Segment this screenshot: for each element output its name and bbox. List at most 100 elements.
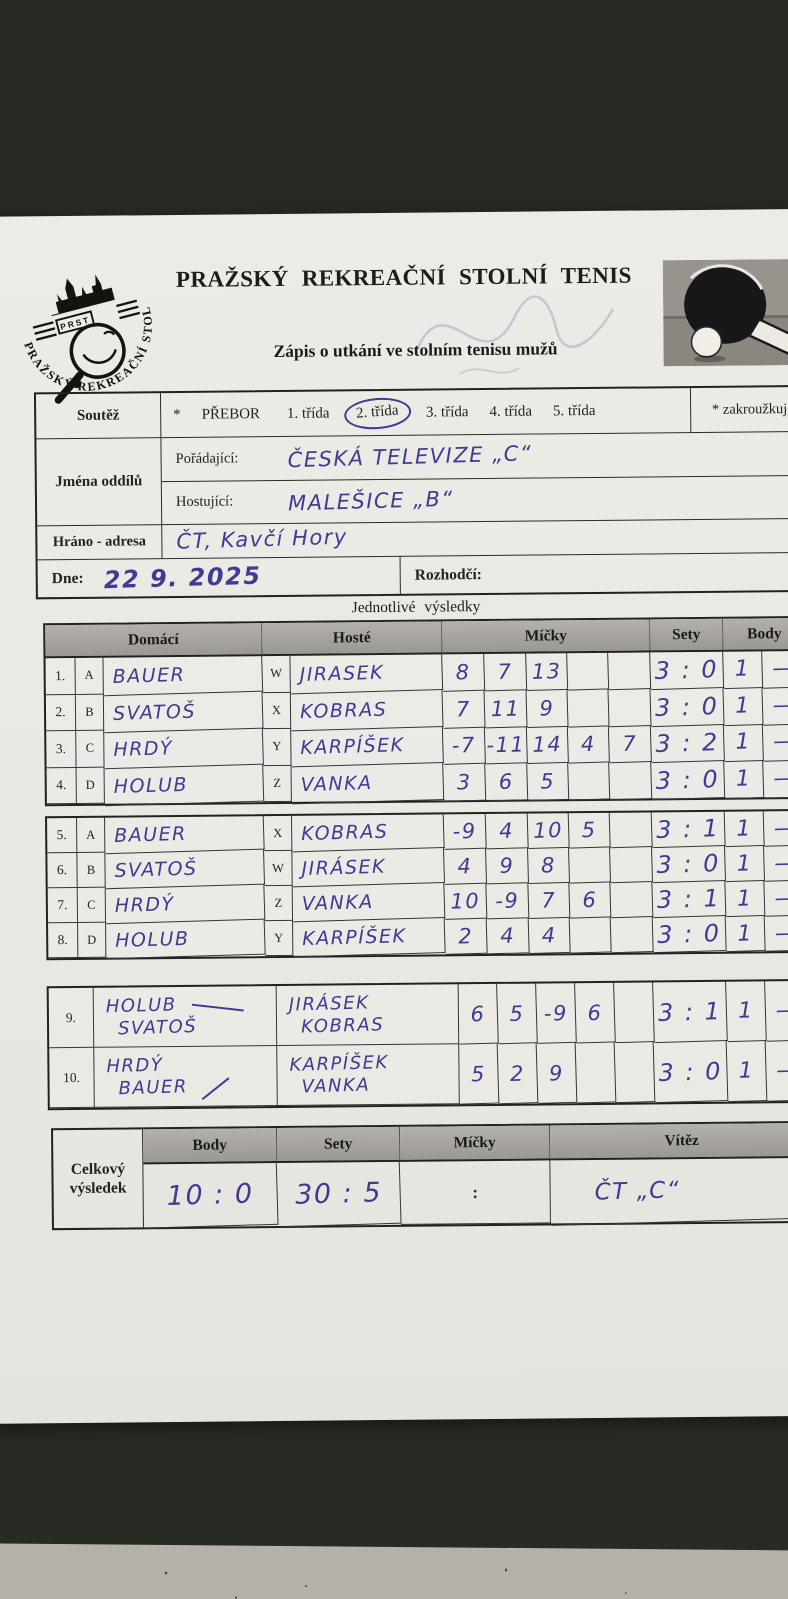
guest-pair-player1: JIRÁSEK xyxy=(288,992,370,1016)
balls-set4: 5 xyxy=(568,812,611,849)
home-player: HOLUB xyxy=(104,764,265,806)
balls-set2: 4 xyxy=(485,813,529,850)
match-info-table: Soutěž * PŘEBOR 1. třída 2. třída 3. tří… xyxy=(33,384,788,600)
sets-score: 3 : 1 xyxy=(653,981,728,1044)
sets-score: 3 : 0 xyxy=(653,1041,729,1104)
organizer-value: ČESKÁ TELEVIZE „C“ xyxy=(287,441,533,473)
home-letter: A xyxy=(75,657,104,695)
guest-player: VANKA xyxy=(291,762,445,804)
total-sets: 30 : 5 xyxy=(276,1160,402,1228)
match-report-sheet: PRAŽSKÝ REKREAČNÍ STOLNÍ TENIS PRST PRAŽ… xyxy=(0,208,788,1424)
home-letter: C xyxy=(76,730,105,768)
guest-pair-player2: KOBRAS xyxy=(300,1014,385,1038)
balls-set4: 4 xyxy=(567,725,610,764)
point-guest: — xyxy=(763,810,788,847)
balls-set5: 7 xyxy=(608,725,652,763)
paddle-face-icon xyxy=(69,322,126,379)
organizer-label: Pořádající: xyxy=(175,450,239,467)
guest-player: KARPÍŠEK xyxy=(290,725,444,767)
point-home: 1 xyxy=(726,980,767,1043)
date-value: 22 9. 2025 xyxy=(103,561,262,594)
point-guest: — xyxy=(764,880,788,917)
balls-set2: 4 xyxy=(486,918,530,955)
results-table-singles-2: 5. A BAUER X KOBRAS -9 4 10 5 3 : 1 1 — … xyxy=(45,808,788,961)
point-guest: — xyxy=(765,980,788,1042)
guest-letter: Z xyxy=(263,765,292,803)
balls-set1: 2 xyxy=(444,918,488,955)
balls-set5 xyxy=(609,761,653,800)
guest-club-row: Hostující: MALEŠICE „B“ xyxy=(162,475,788,524)
point-home: 1 xyxy=(726,1040,768,1103)
col-header-points: Body xyxy=(723,617,788,652)
point-home: 1 xyxy=(723,650,764,689)
guest-letter: Y xyxy=(263,728,292,766)
point-guest: — xyxy=(763,760,788,798)
match-number: 9. xyxy=(48,987,95,1049)
balls-set3: 9 xyxy=(526,689,569,728)
guest-player: KOBRAS xyxy=(291,812,445,853)
balls-set1: 6 xyxy=(458,983,499,1045)
date-label: Dne: xyxy=(51,569,84,587)
referee-label: Rozhodčí: xyxy=(414,565,482,584)
point-guest: — xyxy=(765,1040,788,1102)
winner-value: ČT „C“ xyxy=(549,1155,788,1226)
sets-score: 3 : 0 xyxy=(651,760,726,800)
balls-set4 xyxy=(567,652,610,691)
balls-set4: 6 xyxy=(569,882,612,919)
home-player: SVATOŠ xyxy=(105,849,266,890)
balls-set4 xyxy=(575,1042,617,1104)
balls-set3: 8 xyxy=(528,847,571,885)
sets-score: 3 : 0 xyxy=(650,651,725,690)
balls-set1: -7 xyxy=(442,726,486,765)
match-number: 1. xyxy=(45,657,76,695)
clubs-label: Jména oddílů xyxy=(36,438,163,526)
col-header-sets: Sety xyxy=(650,618,724,653)
paddle-photo xyxy=(662,258,788,367)
match-number: 10. xyxy=(49,1047,95,1109)
match-number: 2. xyxy=(45,694,77,732)
balls-set5 xyxy=(614,982,655,1044)
form-subtitle: Zápis o utkání ve stolním tenisu mužů xyxy=(273,338,558,362)
guest-pair: JIRÁSEK KOBRAS xyxy=(276,984,460,1047)
balls-set3: 5 xyxy=(527,762,570,801)
balls-set2: 5 xyxy=(497,983,538,1045)
competition-option-3: 3. třída xyxy=(425,403,469,421)
guest-letter: W xyxy=(262,655,291,693)
point-guest: — xyxy=(764,845,788,882)
guest-player: JIRASEK xyxy=(290,652,444,694)
home-player: HRDÝ xyxy=(103,727,264,769)
guest-player: KOBRAS xyxy=(290,689,444,731)
pen-stroke xyxy=(191,1003,244,1012)
balls-set5 xyxy=(608,652,652,690)
home-player: HOLUB xyxy=(105,919,266,960)
balls-set1: 8 xyxy=(442,653,486,692)
point-guest: — xyxy=(764,915,788,952)
guest-letter: X xyxy=(262,692,292,730)
match-number: 8. xyxy=(48,922,79,959)
floor-strip xyxy=(0,1543,788,1599)
point-home: 1 xyxy=(725,915,766,953)
point-home: 1 xyxy=(723,687,764,726)
home-letter: C xyxy=(77,887,107,923)
balls-set1: 4 xyxy=(444,848,488,885)
home-pair-player1: HRDÝ xyxy=(106,1054,164,1078)
balls-set4: 6 xyxy=(575,982,616,1044)
home-letter: D xyxy=(78,922,107,958)
point-home: 1 xyxy=(724,760,765,799)
organizer-row: Pořádající: ČESKÁ TELEVIZE „C“ xyxy=(161,431,788,482)
competition-label: Soutěž xyxy=(35,393,162,439)
balls-set1: 10 xyxy=(444,883,488,920)
col-header-home: Domácí xyxy=(45,623,263,659)
results-table-singles-1: Domácí Hosté Míčky Sety Body 1. A BAUER … xyxy=(43,615,788,807)
results-table-doubles: 9. HOLUB SVATOŠ JIRÁSEK KOBRAS 6 5 -9 6 … xyxy=(46,978,788,1111)
sum-header-winner: Vítěz xyxy=(550,1122,788,1161)
balls-set3: 7 xyxy=(528,882,571,919)
match-number: 5. xyxy=(47,817,78,854)
competition-option-1: 1. třída xyxy=(286,405,330,422)
home-pair: HOLUB SVATOŠ xyxy=(93,986,278,1048)
guest-letter: X xyxy=(264,815,293,852)
col-header-balls: Míčky xyxy=(442,619,651,655)
guest-pair-player1: KARPÍŠEK xyxy=(289,1052,390,1076)
sum-header-points: Body xyxy=(143,1128,278,1165)
point-guest: — xyxy=(762,650,788,689)
